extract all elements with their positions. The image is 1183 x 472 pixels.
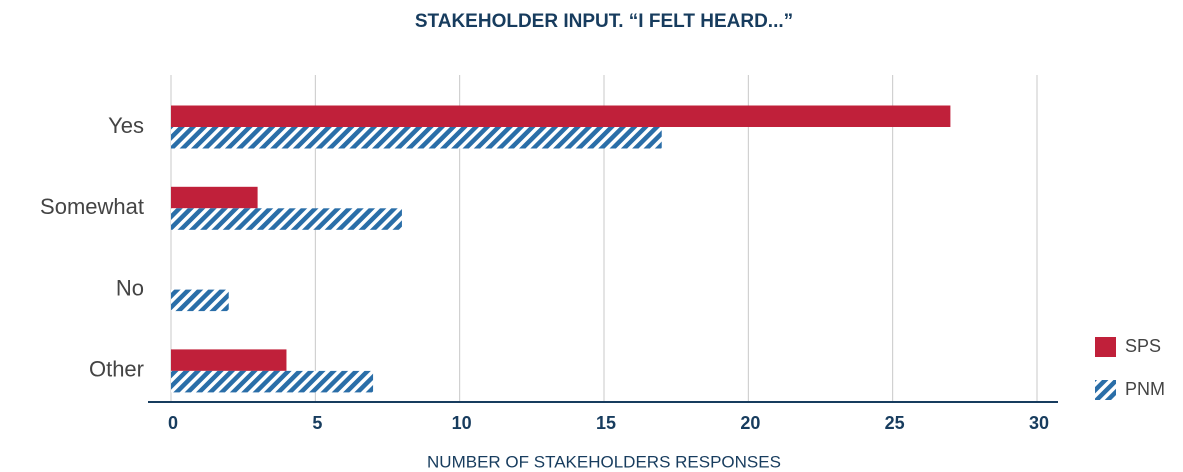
bar <box>171 208 402 230</box>
y-tick-label: Other <box>89 357 144 382</box>
x-tick-label: 10 <box>452 413 472 433</box>
bar <box>171 105 951 127</box>
bar <box>171 186 258 209</box>
chart-title: STAKEHOLDER INPUT. “I FELT HEARD...” <box>415 11 793 32</box>
x-tick-label: 5 <box>312 413 322 433</box>
bar <box>171 289 229 312</box>
x-tick-label: 15 <box>596 413 616 433</box>
legend-swatch <box>1095 380 1116 400</box>
x-tick-label: 20 <box>740 413 760 433</box>
legend-label: SPS <box>1125 336 1161 356</box>
x-tick-label: 25 <box>885 413 905 433</box>
x-tick-label: 0 <box>168 413 178 433</box>
y-tick-label: Somewhat <box>40 194 144 219</box>
legend-label: PNM <box>1125 379 1165 399</box>
legend-swatch <box>1095 337 1116 357</box>
bar <box>171 127 662 149</box>
bar <box>171 349 287 371</box>
y-tick-label: Yes <box>108 113 144 138</box>
y-tick-label: No <box>116 275 144 300</box>
x-tick-label: 30 <box>1029 413 1049 433</box>
x-axis-title: NUMBER OF STAKEHOLDERS RESPONSES <box>427 452 781 471</box>
bar <box>171 370 374 393</box>
